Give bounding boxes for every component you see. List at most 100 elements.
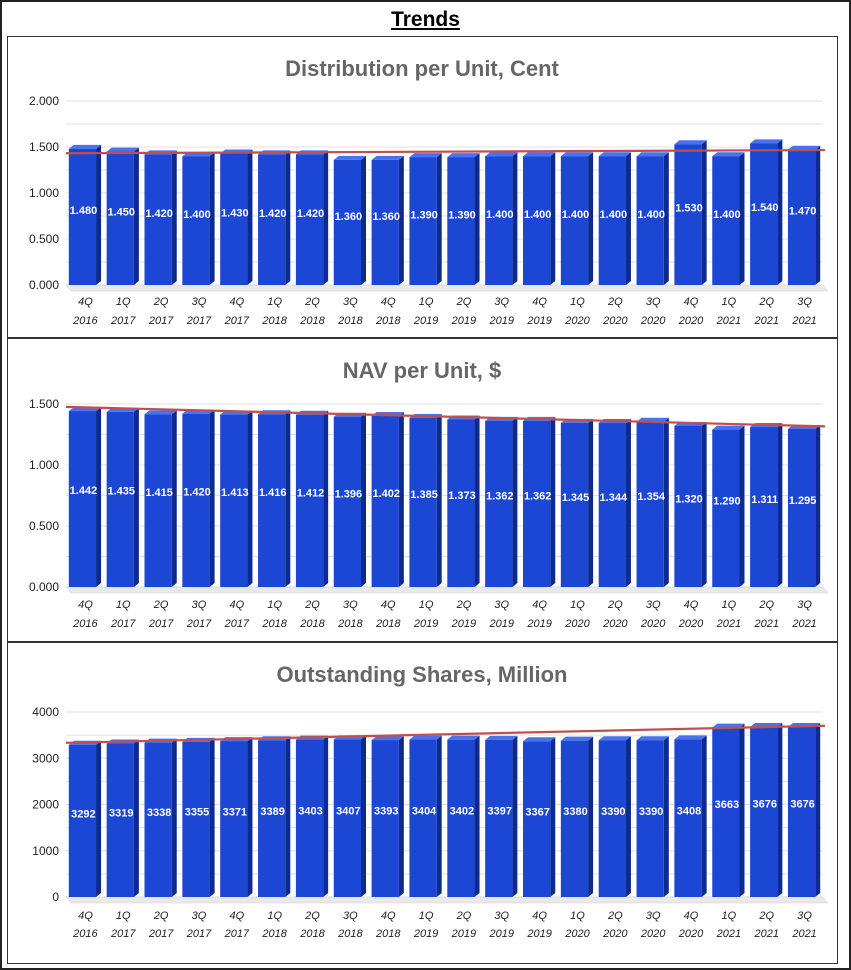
x-tick-label-year: 2019 <box>413 928 438 940</box>
bar <box>522 737 556 897</box>
bar-front <box>68 148 97 285</box>
data-label: 1.396 <box>335 488 363 500</box>
data-label: 1.415 <box>145 487 173 499</box>
bar <box>220 149 253 285</box>
bar-side <box>247 410 253 587</box>
x-tick-label-quarter: 1Q <box>419 910 434 922</box>
bar-front <box>598 740 626 897</box>
data-label: 3676 <box>790 798 814 810</box>
data-label: 3389 <box>260 806 284 818</box>
bar-side <box>398 155 404 285</box>
trendline <box>65 405 826 428</box>
x-tick-label-year: 2017 <box>186 315 212 327</box>
bar-front <box>333 416 362 587</box>
bar <box>182 737 215 897</box>
bar <box>712 152 745 285</box>
bar-side <box>815 145 821 285</box>
x-tick-label-quarter: 1Q <box>570 599 585 611</box>
bar <box>636 736 669 897</box>
data-label: 3408 <box>677 805 701 817</box>
x-tick-label-quarter: 2Q <box>456 910 472 922</box>
bar-front <box>674 144 702 285</box>
bar-front <box>220 153 248 285</box>
y-tick-label: 1.500 <box>29 397 59 411</box>
bar-side <box>625 736 631 897</box>
data-label: 1.413 <box>221 487 249 499</box>
bar-side <box>663 736 669 897</box>
bar-top <box>522 152 556 157</box>
bar-front <box>295 414 324 587</box>
bar-top <box>750 139 783 144</box>
bar-front <box>712 429 740 587</box>
bar-side <box>209 152 215 285</box>
bar-front <box>333 739 362 897</box>
bar-side <box>739 152 745 285</box>
bar-side <box>588 736 594 897</box>
data-label: 1.450 <box>108 207 136 219</box>
bar-front <box>787 726 816 897</box>
bar-side <box>512 735 518 897</box>
bar-front <box>68 744 97 897</box>
x-tick-label-year: 2017 <box>110 618 136 630</box>
x-tick-label-quarter: 3Q <box>646 296 661 308</box>
chart-panel-shares: Outstanding Shares, Million 0 1000 2000 3000… <box>7 642 838 964</box>
bar-top <box>712 425 745 430</box>
bar-front <box>787 149 816 285</box>
x-tick-label-quarter: 1Q <box>267 910 282 922</box>
bar-side <box>436 735 442 897</box>
data-label: 1.320 <box>675 493 703 505</box>
x-tick-label-quarter: 3Q <box>343 296 358 308</box>
x-tick-label-quarter: 3Q <box>192 599 207 611</box>
x-tick-label-year: 2020 <box>564 928 590 940</box>
bar-side <box>171 410 177 587</box>
x-tick-label-year: 2020 <box>602 928 628 940</box>
x-tick-label-year: 2020 <box>640 928 666 940</box>
x-tick-label-quarter: 4Q <box>78 296 93 308</box>
data-label: 3338 <box>147 807 171 819</box>
bar-front <box>409 418 437 587</box>
x-tick-label-quarter: 2Q <box>456 296 472 308</box>
data-label: 1.420 <box>183 487 211 499</box>
bar-front <box>409 739 437 897</box>
x-tick-label-year: 2020 <box>602 618 628 630</box>
x-tick-label-quarter: 4Q <box>229 599 244 611</box>
data-label: 1.480 <box>70 205 98 217</box>
x-tick-label-quarter: 2Q <box>304 296 320 308</box>
bar-side <box>701 735 707 897</box>
data-label: 1.420 <box>259 208 287 220</box>
bar <box>787 425 821 587</box>
bar-side <box>777 139 783 285</box>
x-tick-label-quarter: 3Q <box>646 599 661 611</box>
x-tick-label-quarter: 4Q <box>684 296 699 308</box>
bar-front <box>636 740 664 897</box>
x-tick-label-quarter: 1Q <box>570 296 585 308</box>
x-tick-label-year: 2017 <box>148 928 174 940</box>
x-tick-label-year: 2021 <box>716 315 741 327</box>
bar-top <box>371 736 404 741</box>
bar-top <box>560 152 594 157</box>
x-tick-label-year: 2017 <box>186 928 212 940</box>
data-label: 3319 <box>109 808 133 820</box>
bar <box>598 419 631 587</box>
data-label: 3404 <box>412 805 437 817</box>
bar-front <box>295 739 324 897</box>
bar-front <box>560 156 589 285</box>
x-tick-label-year: 2018 <box>261 315 287 327</box>
bar-front <box>258 154 286 285</box>
bar-top <box>409 153 442 158</box>
x-tick-label-quarter: 4Q <box>229 296 244 308</box>
bar-side <box>436 414 442 587</box>
data-label: 3403 <box>298 805 322 817</box>
chart-title: Outstanding Shares, Million <box>277 662 568 687</box>
data-label: 1.390 <box>448 210 476 222</box>
chart-title: Distribution per Unit, Cent <box>285 56 559 81</box>
bar-side <box>436 153 442 285</box>
x-tick-label-year: 2018 <box>337 928 363 940</box>
x-tick-label-quarter: 1Q <box>419 599 434 611</box>
x-tick-label-year: 2018 <box>337 315 363 327</box>
x-tick-label-quarter: 3Q <box>797 296 812 308</box>
x-tick-label-quarter: 3Q <box>343 910 358 922</box>
x-tick-label-quarter: 4Q <box>78 599 93 611</box>
chart-title: NAV per Unit, $ <box>343 358 502 383</box>
x-tick-label-quarter: 2Q <box>153 296 169 308</box>
